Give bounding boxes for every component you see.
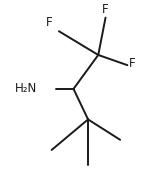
Text: F: F [128,57,135,70]
Text: F: F [45,16,52,29]
Text: H₂N: H₂N [15,82,37,95]
Text: F: F [102,3,109,16]
